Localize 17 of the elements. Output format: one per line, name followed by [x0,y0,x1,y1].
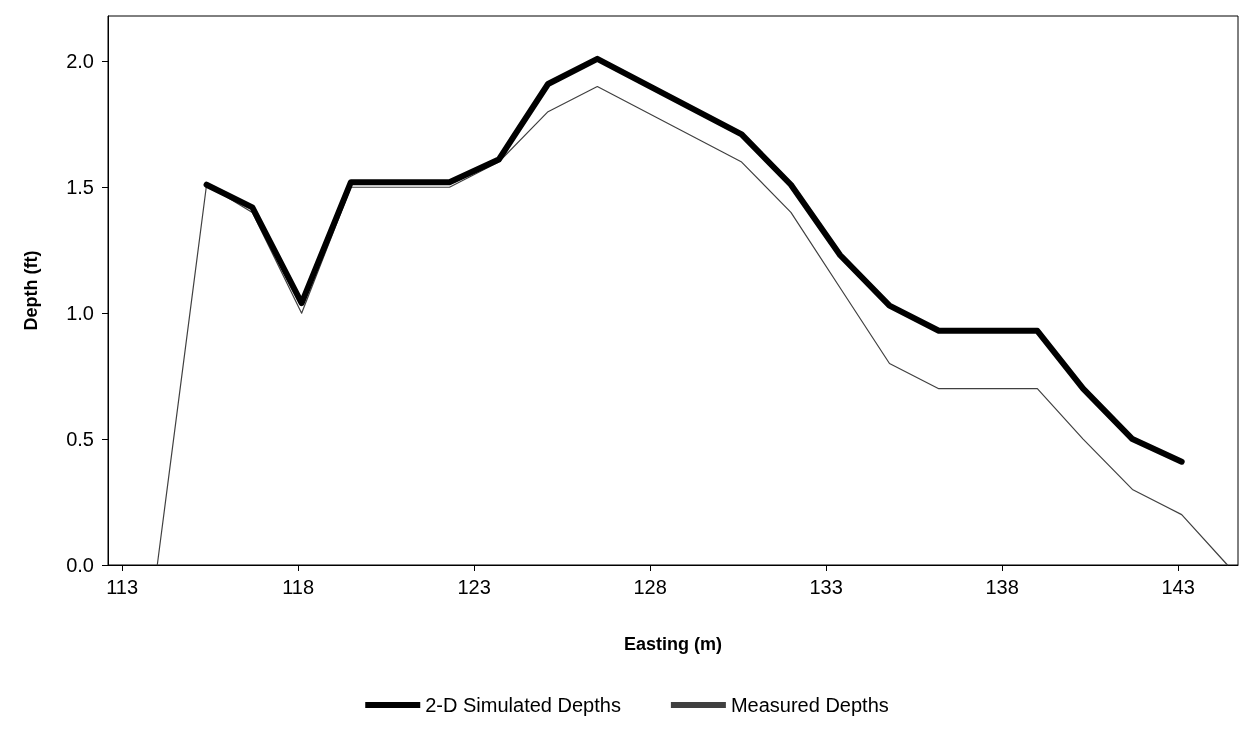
x-tick-label: 138 [985,576,1019,598]
line-series [156,85,1229,566]
x-axis-title: Easting (m) [623,634,723,654]
y-tick-label: 0.0 [66,554,94,576]
x-tick-label: 118 [282,576,315,598]
y-axis-title: Depth (ft) [21,250,41,331]
x-tick-label: 113 [106,576,139,598]
y-tick-label: 2.0 [66,50,94,73]
x-tick-label: 123 [457,576,491,598]
legend-label: Measured Depths [730,694,889,716]
y-tick-label: 1.0 [66,302,94,325]
x-tick-label: 133 [809,576,843,598]
x-tick-label: 143 [1161,576,1195,598]
y-tick-label: 0.5 [66,428,94,451]
y-tick-label: 1.5 [66,176,94,199]
legend-label: 2-D Simulated Depths [425,694,621,716]
x-tick-label: 128 [633,576,667,598]
